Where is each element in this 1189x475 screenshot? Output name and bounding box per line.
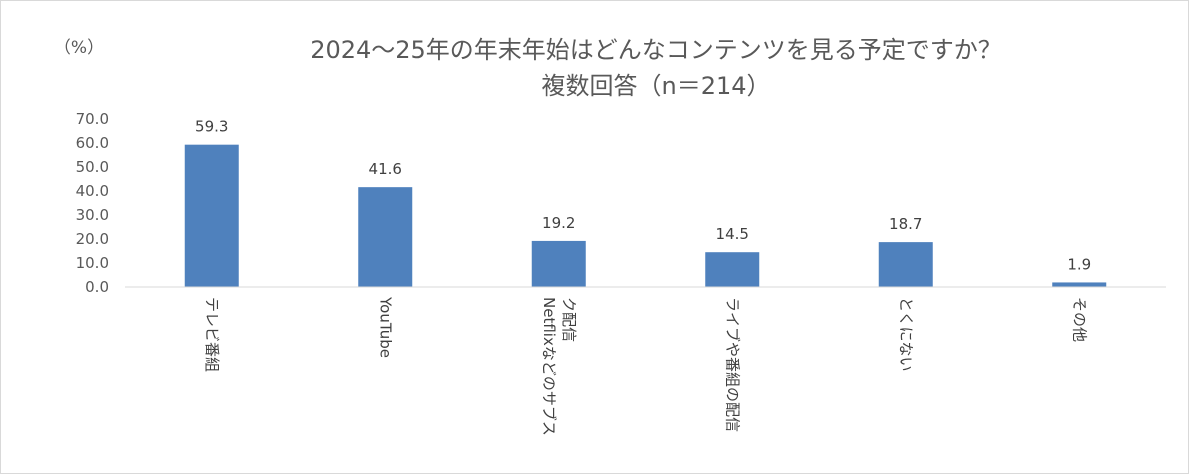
y-axis-unit-label: （%） [54,38,104,58]
bar [705,252,760,287]
y-tick-label: 70.0 [76,110,109,128]
bar [531,240,586,287]
bar [358,187,413,287]
category-label-line: YouTube [376,296,394,358]
y-tick-label: 30.0 [76,206,109,224]
bar [184,144,239,287]
y-tick-label: 40.0 [76,182,109,200]
category-label-line: テレビ番組 [203,297,221,372]
data-label: 14.5 [716,225,749,243]
category-label: テレビ番組 [203,297,221,372]
category-label-line: その他 [1070,297,1088,342]
category-label: とくにない [897,297,915,372]
y-tick-label: 20.0 [76,230,109,248]
category-label: YouTube [376,296,394,358]
chart-title-line2: 複数回答（n＝214） [541,72,770,100]
data-label: 1.9 [1067,255,1091,273]
data-label: 18.7 [889,215,922,233]
chart-title-line1: 2024～25年の年末年始はどんなコンテンツを見る予定ですか？ [310,36,1002,64]
category-label-line: とくにない [897,297,915,372]
bar [878,242,933,287]
y-tick-label: 10.0 [76,254,109,272]
category-label-line: ク配信 [560,297,578,342]
data-label: 19.2 [542,214,575,232]
data-label: 41.6 [369,160,402,178]
bar [1052,282,1107,287]
y-tick-label: 50.0 [76,158,109,176]
y-tick-label: 0.0 [85,278,109,296]
category-label-line: ライブや番組の配信 [723,297,741,432]
y-tick-label: 60.0 [76,134,109,152]
category-label-line: Netflixなどのサブス [540,297,558,436]
category-label: Netflixなどのサブス ク配信 [540,297,578,436]
category-label: その他 [1070,297,1088,342]
data-label: 59.3 [195,118,228,136]
category-label: ライブや番組の配信 [723,297,741,432]
